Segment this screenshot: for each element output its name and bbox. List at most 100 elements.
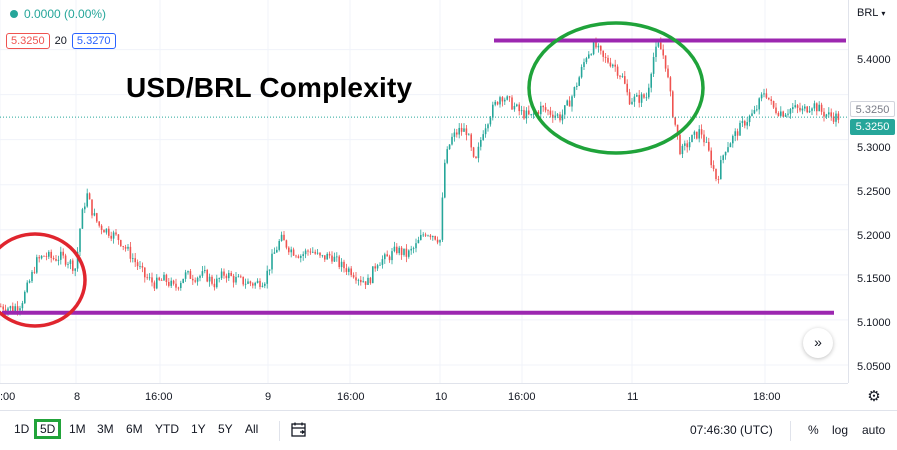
price-tick: 5.4000 xyxy=(857,54,891,66)
candle-body xyxy=(237,276,240,278)
candle-body xyxy=(568,100,571,107)
candle-body xyxy=(268,269,271,271)
timeframe-3m[interactable]: 3M xyxy=(97,422,114,436)
time-axis[interactable]: :00 8 16:00 9 16:00 10 16:00 11 18:00 xyxy=(0,383,848,410)
timeframe-all[interactable]: All xyxy=(245,422,259,436)
timeframe-1m[interactable]: 1M xyxy=(69,422,86,436)
bid-price-box[interactable]: 5.3250 xyxy=(6,33,50,49)
timeframe-6m[interactable]: 6M xyxy=(126,422,143,436)
currency-selector[interactable]: BRL ▾ xyxy=(857,7,885,19)
candle-body xyxy=(655,46,657,58)
candle-body xyxy=(304,250,307,255)
candle-body xyxy=(225,275,228,279)
candle-body xyxy=(206,270,208,282)
candle-body xyxy=(240,276,242,278)
candle-body xyxy=(693,131,696,135)
candle-body xyxy=(103,229,105,233)
candle-body xyxy=(196,277,199,282)
time-tick: 16:00 xyxy=(337,391,365,403)
candle-body xyxy=(583,62,585,68)
candle-body xyxy=(31,271,33,282)
candle-body xyxy=(372,266,374,284)
candle-body xyxy=(556,114,559,116)
candle-body xyxy=(736,131,739,136)
candle-body xyxy=(228,272,230,279)
candle-body xyxy=(405,248,408,257)
auto-toggle[interactable]: auto xyxy=(862,423,886,437)
candle-body xyxy=(633,96,636,102)
date-range-button[interactable] xyxy=(290,421,308,439)
candle-body xyxy=(21,303,24,309)
settings-button[interactable]: ⚙ xyxy=(866,389,882,405)
ask-price-box[interactable]: 5.3270 xyxy=(71,33,116,49)
candle-body xyxy=(328,253,331,256)
candle-body xyxy=(580,67,583,78)
candle-body xyxy=(218,278,220,279)
candle-body xyxy=(400,247,403,255)
candle-body xyxy=(324,255,326,260)
candle-body xyxy=(684,143,686,146)
candle-body xyxy=(794,105,796,108)
candle-body xyxy=(729,143,732,148)
top-annotation-circle xyxy=(527,21,705,155)
candle-body xyxy=(271,253,273,270)
candle-body xyxy=(91,199,93,216)
candle-body xyxy=(79,228,81,252)
timeframe-ytd[interactable]: YTD xyxy=(155,422,179,436)
timeframe-5y[interactable]: 5Y xyxy=(218,422,233,436)
candle-body xyxy=(312,251,314,253)
candle-body xyxy=(242,276,244,285)
candle-body xyxy=(98,221,100,226)
candle-body xyxy=(748,115,751,123)
candle-body xyxy=(628,92,631,105)
candle-body xyxy=(36,257,38,273)
candle-body xyxy=(828,112,830,115)
candle-body xyxy=(348,268,350,272)
candle-body xyxy=(177,287,180,289)
utc-clock[interactable]: 07:46:30 (UTC) xyxy=(690,423,773,437)
candle-body xyxy=(345,268,348,272)
candle-body xyxy=(69,260,72,264)
candle-body xyxy=(813,103,816,109)
candle-body xyxy=(612,64,614,67)
candle-body xyxy=(741,121,744,123)
candle-body xyxy=(0,306,2,308)
price-chart[interactable] xyxy=(0,0,848,383)
candle-body xyxy=(559,114,561,121)
candle-body xyxy=(124,246,127,249)
candle-body xyxy=(434,236,436,240)
log-toggle[interactable]: log xyxy=(832,423,849,437)
candle-body xyxy=(163,274,165,281)
chart-pane[interactable]: 0.0000 (0.00%) 5.3250 20 5.3270 USD/BRL … xyxy=(0,0,848,383)
timeframe-1y[interactable]: 1Y xyxy=(191,422,206,436)
price-axis[interactable]: BRL ▾ 5.4000 5.3000 5.2500 5.2000 5.1500… xyxy=(848,0,897,383)
candle-body xyxy=(26,282,28,292)
candle-body xyxy=(276,249,278,253)
candle-body xyxy=(172,280,175,284)
timeframe-1d[interactable]: 1D xyxy=(14,422,30,436)
price-tick: 5.0500 xyxy=(857,361,891,373)
candle-body xyxy=(362,281,364,283)
candle-body xyxy=(280,234,283,242)
candle-body xyxy=(158,277,160,280)
currency-label: BRL xyxy=(857,7,879,19)
candle-body xyxy=(331,255,333,262)
candle-body xyxy=(67,263,69,265)
scroll-to-realtime-button[interactable]: » xyxy=(803,328,833,358)
candle-body xyxy=(230,272,232,276)
candle-body xyxy=(712,165,715,169)
candle-body xyxy=(386,254,388,257)
candle-body xyxy=(84,206,86,210)
candle-body xyxy=(156,277,158,289)
candle-body xyxy=(153,282,156,289)
candle-body xyxy=(470,134,472,148)
candle-body xyxy=(415,243,417,249)
candle-body xyxy=(76,251,79,269)
candle-body xyxy=(424,234,427,236)
percent-toggle[interactable]: % xyxy=(808,423,819,437)
timeframe-5d[interactable]: 5D xyxy=(34,419,62,439)
candle-body xyxy=(420,234,422,240)
candle-body xyxy=(513,106,516,110)
candle-body xyxy=(60,251,62,260)
candle-body xyxy=(804,106,806,109)
